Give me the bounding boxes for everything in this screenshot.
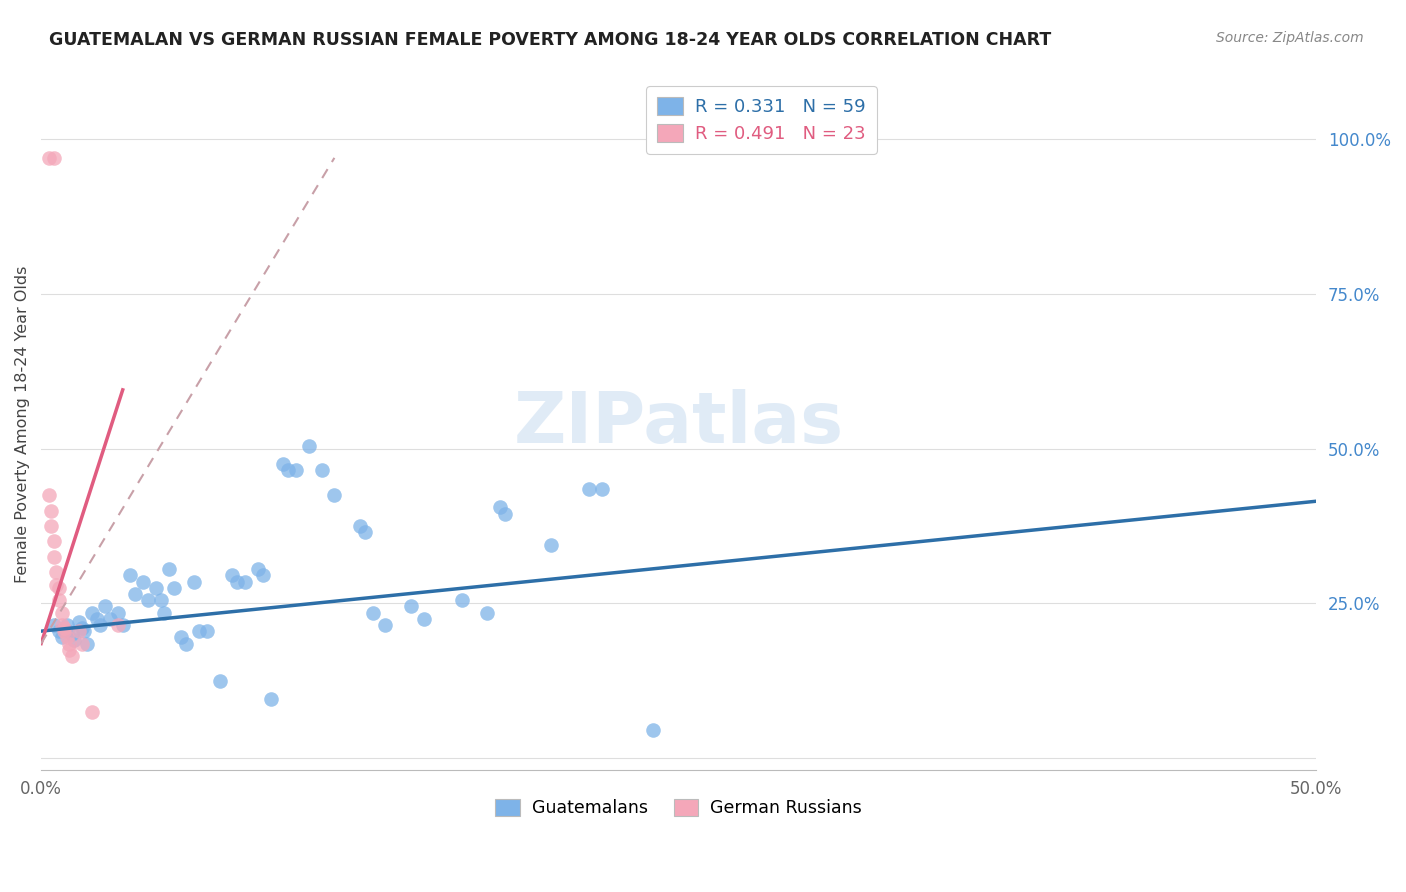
Point <box>145 581 167 595</box>
Point <box>149 593 172 607</box>
Point <box>48 624 70 639</box>
Point <box>183 574 205 589</box>
Point <box>354 525 377 540</box>
Point <box>120 568 142 582</box>
Point <box>252 568 274 582</box>
Point <box>51 630 73 644</box>
Text: ZIPatlas: ZIPatlas <box>513 390 844 458</box>
Point <box>67 615 90 629</box>
Point <box>111 618 134 632</box>
Point <box>298 438 321 452</box>
Point <box>42 534 65 549</box>
Point <box>451 593 474 607</box>
Point <box>477 606 499 620</box>
Point <box>285 463 308 477</box>
Text: Source: ZipAtlas.com: Source: ZipAtlas.com <box>1216 31 1364 45</box>
Point <box>578 482 600 496</box>
Point <box>45 566 67 580</box>
Point <box>82 705 104 719</box>
Point <box>89 618 111 632</box>
Point <box>82 606 104 620</box>
Point <box>132 574 155 589</box>
Point <box>107 618 129 632</box>
Point <box>494 507 516 521</box>
Point <box>55 618 77 632</box>
Point <box>152 606 174 620</box>
Point <box>45 578 67 592</box>
Point <box>374 618 396 632</box>
Point <box>176 636 198 650</box>
Point <box>540 537 562 551</box>
Point <box>67 624 90 639</box>
Point <box>70 636 93 650</box>
Point <box>489 500 512 515</box>
Point <box>55 624 77 639</box>
Point <box>39 519 62 533</box>
Point <box>643 723 665 738</box>
Point <box>94 599 117 614</box>
Point <box>273 457 295 471</box>
Point <box>98 612 121 626</box>
Point <box>221 568 243 582</box>
Point <box>163 581 186 595</box>
Point <box>107 606 129 620</box>
Point <box>73 624 96 639</box>
Point <box>259 692 281 706</box>
Text: GUATEMALAN VS GERMAN RUSSIAN FEMALE POVERTY AMONG 18-24 YEAR OLDS CORRELATION CH: GUATEMALAN VS GERMAN RUSSIAN FEMALE POVE… <box>49 31 1052 49</box>
Point <box>60 627 83 641</box>
Point <box>53 624 76 639</box>
Point <box>76 636 98 650</box>
Point <box>58 636 80 650</box>
Point <box>170 630 193 644</box>
Point <box>58 642 80 657</box>
Point <box>51 606 73 620</box>
Point <box>208 673 231 688</box>
Point <box>195 624 218 639</box>
Point <box>157 562 180 576</box>
Point <box>55 630 77 644</box>
Point <box>412 612 434 626</box>
Point <box>188 624 211 639</box>
Point <box>591 482 613 496</box>
Point <box>38 488 60 502</box>
Point <box>48 581 70 595</box>
Point <box>42 151 65 165</box>
Point <box>233 574 256 589</box>
Point <box>42 549 65 564</box>
Point <box>60 648 83 663</box>
Point <box>277 463 299 477</box>
Point <box>48 593 70 607</box>
Point <box>42 618 65 632</box>
Point <box>86 612 108 626</box>
Point <box>38 151 60 165</box>
Point <box>349 519 371 533</box>
Y-axis label: Female Poverty Among 18-24 Year Olds: Female Poverty Among 18-24 Year Olds <box>15 265 30 582</box>
Point <box>136 593 159 607</box>
Point <box>226 574 249 589</box>
Point <box>246 562 269 576</box>
Point <box>51 618 73 632</box>
Point <box>53 621 76 635</box>
Point <box>311 463 333 477</box>
Legend: Guatemalans, German Russians: Guatemalans, German Russians <box>488 792 869 824</box>
Point <box>63 633 86 648</box>
Point <box>124 587 146 601</box>
Point <box>39 503 62 517</box>
Point <box>361 606 384 620</box>
Point <box>323 488 346 502</box>
Point <box>399 599 422 614</box>
Point <box>70 621 93 635</box>
